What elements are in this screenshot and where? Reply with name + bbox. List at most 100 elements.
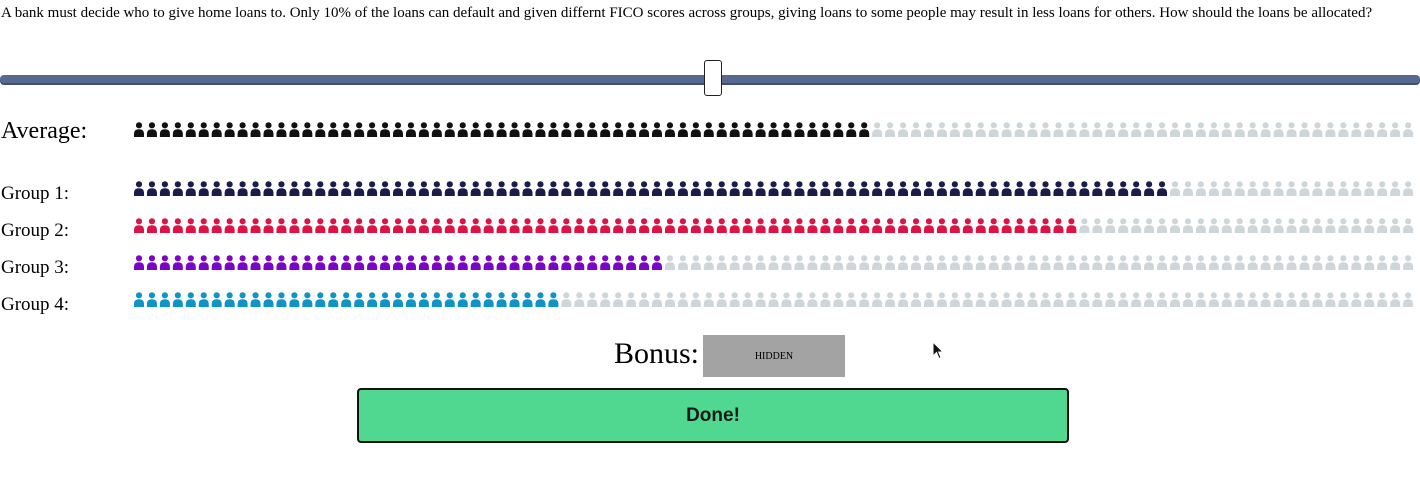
person-icon-filled <box>302 181 313 196</box>
person-icon-filled <box>859 122 870 137</box>
person-icon-filled <box>224 292 235 307</box>
person-icon-filled <box>548 122 559 137</box>
person-icon-filled <box>613 218 624 233</box>
person-icon-empty <box>807 255 818 270</box>
person-icon-empty <box>1338 255 1349 270</box>
person-icon-filled <box>574 255 585 270</box>
person-icon-empty <box>1105 122 1116 137</box>
person-icon-filled <box>1014 218 1025 233</box>
person-icon-filled <box>962 218 973 233</box>
person-icon-empty <box>1195 181 1206 196</box>
person-icon-empty <box>1131 255 1142 270</box>
person-icon-empty <box>1118 218 1129 233</box>
person-icon-filled <box>250 255 261 270</box>
person-icon-filled <box>237 292 248 307</box>
person-icon-filled <box>846 122 857 137</box>
person-icon-empty <box>1157 292 1168 307</box>
person-icon-filled <box>224 218 235 233</box>
person-icon-empty <box>703 292 714 307</box>
person-icon-filled <box>211 181 222 196</box>
person-icon-empty <box>716 292 727 307</box>
person-icon-filled <box>561 255 572 270</box>
person-icon-empty <box>1260 122 1271 137</box>
person-icon-filled <box>535 181 546 196</box>
person-icon-filled <box>509 292 520 307</box>
person-icon-empty <box>1027 292 1038 307</box>
person-icon-empty <box>1014 255 1025 270</box>
person-icon-empty <box>962 255 973 270</box>
person-icon-empty <box>898 255 909 270</box>
person-icon-empty <box>1221 122 1232 137</box>
person-icon-filled <box>1092 181 1103 196</box>
person-icon-filled <box>587 255 598 270</box>
person-icon-filled <box>496 181 507 196</box>
person-icon-filled <box>587 181 598 196</box>
person-icon-filled <box>574 218 585 233</box>
person-icon-empty <box>1079 292 1090 307</box>
person-icon-filled <box>923 181 934 196</box>
person-icon-filled <box>872 181 883 196</box>
average-label: Average: <box>1 118 88 144</box>
person-icon-filled <box>211 218 222 233</box>
person-icon-filled <box>250 218 261 233</box>
person-icon-filled <box>211 122 222 137</box>
person-icon-filled <box>600 181 611 196</box>
person-icon-empty <box>1390 292 1401 307</box>
person-icon-filled <box>652 255 662 270</box>
person-icon-filled <box>639 181 650 196</box>
person-icon-filled <box>988 181 999 196</box>
person-icon-empty <box>1118 255 1129 270</box>
person-icon-filled <box>703 218 714 233</box>
done-button[interactable]: Done! <box>357 388 1069 443</box>
person-icon-filled <box>457 292 468 307</box>
person-icon-empty <box>1338 181 1349 196</box>
person-icon-empty <box>794 255 805 270</box>
person-icon-filled <box>237 181 248 196</box>
person-icon-filled <box>172 292 183 307</box>
person-icon-filled <box>444 181 455 196</box>
person-icon-filled <box>276 292 287 307</box>
person-icon-filled <box>807 218 818 233</box>
person-icon-empty <box>1364 255 1375 270</box>
person-icon-filled <box>949 181 960 196</box>
person-icon-empty <box>755 292 766 307</box>
person-icon-empty <box>923 255 934 270</box>
person-icon-filled <box>820 122 831 137</box>
person-icon-filled <box>768 181 779 196</box>
allocation-slider-thumb[interactable] <box>704 60 722 96</box>
person-icon-empty <box>1079 122 1090 137</box>
person-icon-empty <box>1403 292 1414 307</box>
person-icon-empty <box>1079 218 1090 233</box>
person-icon-filled <box>134 122 144 137</box>
person-icon-filled <box>289 122 300 137</box>
person-icon-empty <box>1182 255 1193 270</box>
person-icon-filled <box>1144 181 1155 196</box>
person-icon-filled <box>522 292 533 307</box>
person-icon-filled <box>833 122 844 137</box>
person-icon-filled <box>600 255 611 270</box>
person-icon-filled <box>626 255 637 270</box>
person-icon-filled <box>703 181 714 196</box>
person-icon-filled <box>380 181 391 196</box>
person-icon-filled <box>367 181 378 196</box>
person-icon-filled <box>509 255 520 270</box>
person-icon-empty <box>1377 181 1388 196</box>
person-icon-empty <box>833 292 844 307</box>
person-icon-filled <box>483 255 494 270</box>
person-icon-filled <box>289 255 300 270</box>
person-icon-filled <box>367 292 378 307</box>
person-icon-empty <box>742 292 753 307</box>
person-icon-filled <box>496 292 507 307</box>
person-icon-filled <box>289 218 300 233</box>
person-icon-filled <box>600 218 611 233</box>
person-icon-filled <box>289 292 300 307</box>
person-icon-filled <box>613 255 624 270</box>
person-icon-filled <box>315 218 326 233</box>
person-icon-filled <box>328 218 339 233</box>
person-icon-filled <box>198 292 209 307</box>
person-icon-empty <box>936 255 947 270</box>
person-icon-filled <box>975 181 986 196</box>
person-icon-filled <box>652 122 662 137</box>
person-icon-empty <box>1403 181 1414 196</box>
person-icon-filled <box>664 181 675 196</box>
